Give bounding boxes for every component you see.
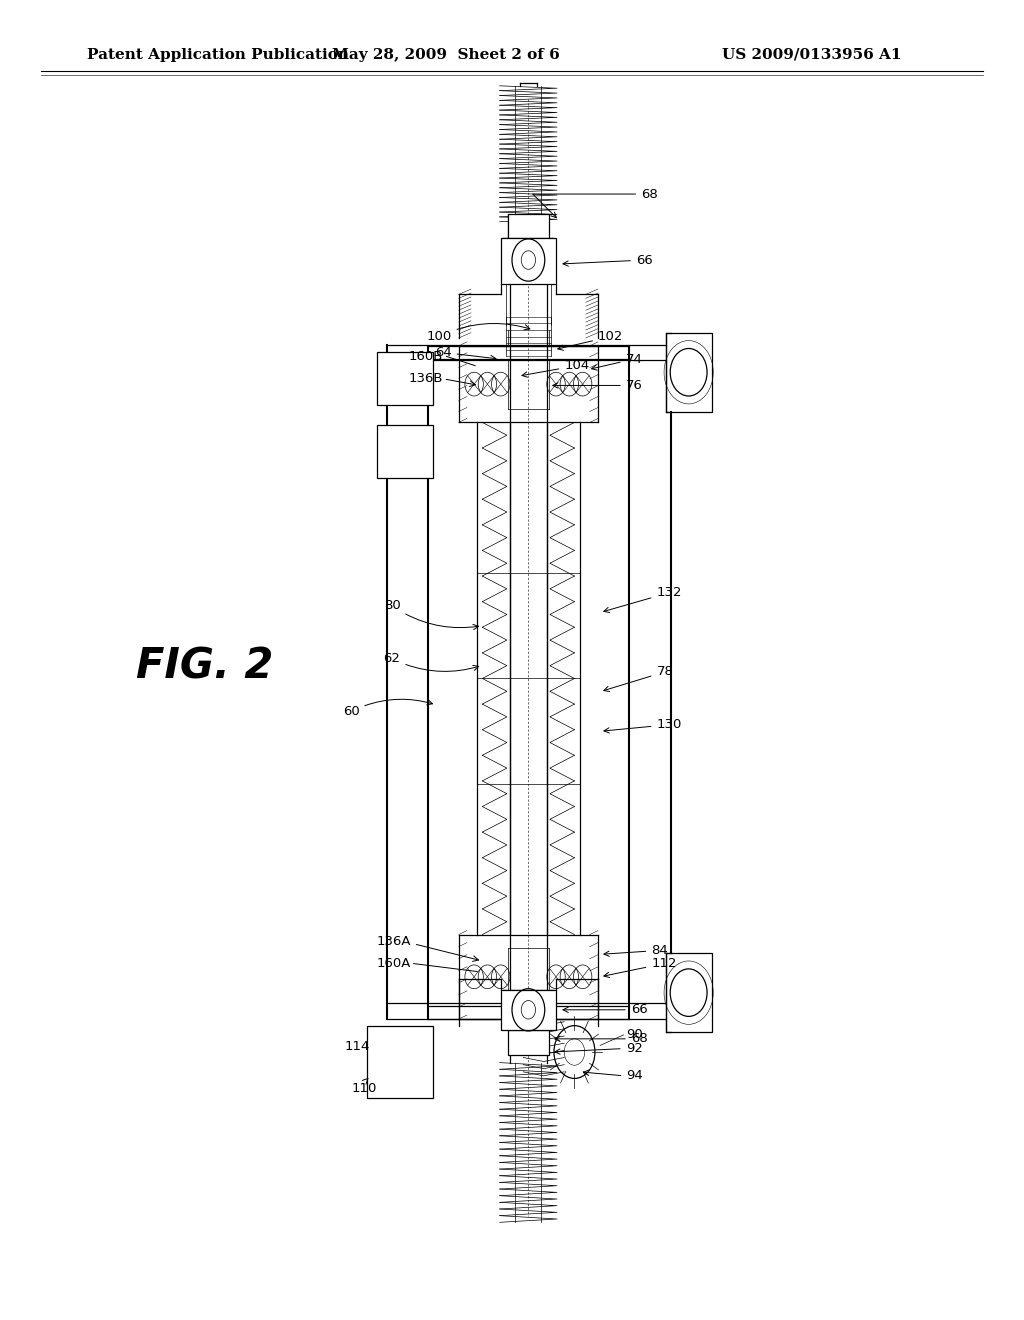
- Text: 132: 132: [604, 586, 682, 612]
- Text: 80: 80: [384, 599, 478, 630]
- Text: 64: 64: [435, 346, 496, 360]
- Bar: [508, 1030, 549, 1055]
- Text: 102: 102: [558, 330, 624, 350]
- Text: 76: 76: [553, 379, 642, 392]
- Bar: [377, 352, 433, 405]
- Text: 78: 78: [604, 665, 673, 692]
- Text: 160A: 160A: [376, 957, 411, 970]
- Text: 104: 104: [522, 359, 590, 378]
- Text: 114: 114: [344, 1040, 370, 1052]
- Bar: [508, 214, 549, 238]
- Text: 62: 62: [384, 652, 478, 672]
- Text: 112: 112: [604, 957, 677, 978]
- Text: Patent Application Publication: Patent Application Publication: [87, 48, 349, 62]
- Text: US 2009/0133956 A1: US 2009/0133956 A1: [722, 48, 901, 62]
- Text: 90: 90: [626, 1028, 642, 1041]
- Bar: [501, 238, 556, 284]
- Text: 130: 130: [604, 718, 682, 733]
- Text: 110: 110: [351, 1078, 377, 1094]
- Bar: [666, 333, 712, 412]
- Text: 68: 68: [532, 187, 657, 218]
- Bar: [666, 953, 712, 1032]
- Text: 84: 84: [604, 944, 668, 957]
- Text: 74: 74: [592, 352, 642, 370]
- Text: 92: 92: [555, 1041, 642, 1055]
- Text: FIG. 2: FIG. 2: [136, 645, 273, 688]
- Text: 136B: 136B: [409, 372, 443, 385]
- Text: 66: 66: [563, 1003, 647, 1016]
- Text: 66: 66: [563, 253, 652, 267]
- Text: 60: 60: [343, 700, 432, 718]
- Text: 136A: 136A: [376, 935, 411, 948]
- Text: 68: 68: [555, 1032, 647, 1045]
- Bar: [501, 990, 556, 1030]
- Text: 100: 100: [426, 323, 529, 343]
- Bar: [367, 1026, 433, 1098]
- Bar: [377, 425, 433, 478]
- Text: 160B: 160B: [409, 350, 443, 363]
- Text: 94: 94: [626, 1069, 642, 1082]
- Text: May 28, 2009  Sheet 2 of 6: May 28, 2009 Sheet 2 of 6: [332, 48, 559, 62]
